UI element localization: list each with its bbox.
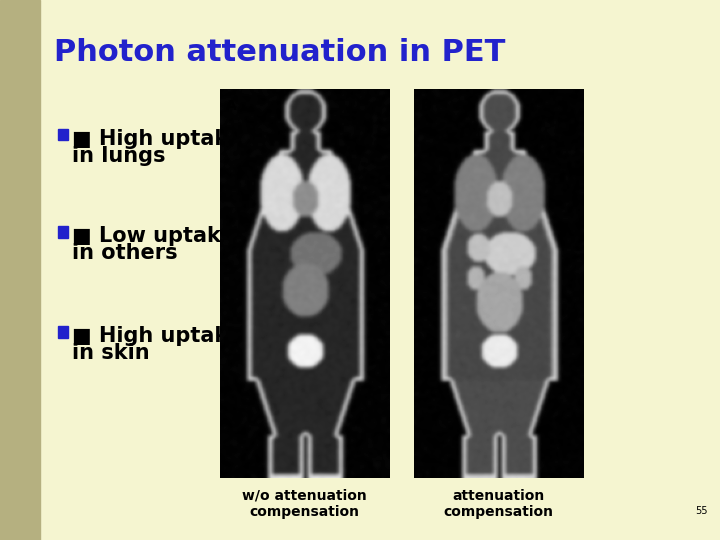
Text: in lungs: in lungs	[72, 146, 166, 166]
Text: Photon attenuation in PET: Photon attenuation in PET	[54, 38, 505, 67]
Bar	[58, 129, 68, 140]
Bar	[58, 226, 68, 238]
Text: ■ High uptake: ■ High uptake	[72, 129, 242, 148]
Bar	[58, 326, 68, 338]
Text: in others: in others	[72, 243, 178, 263]
Bar	[0, 0, 40, 540]
Text: attenuation
compensation: attenuation compensation	[444, 489, 554, 519]
Text: ■ Low uptake: ■ Low uptake	[72, 226, 235, 246]
Text: w/o attenuation
compensation: w/o attenuation compensation	[242, 489, 366, 519]
Text: in skin: in skin	[72, 343, 150, 363]
Text: A: A	[226, 99, 237, 113]
Text: 55: 55	[695, 505, 707, 516]
Text: B: B	[420, 99, 431, 113]
Text: ■ High uptake: ■ High uptake	[72, 326, 242, 346]
